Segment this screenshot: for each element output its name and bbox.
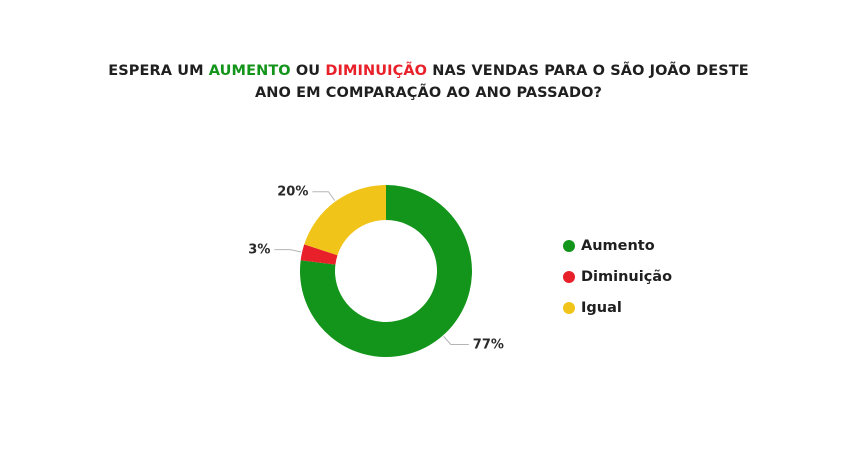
legend-marker-igual (563, 301, 575, 314)
title-part-1: ESPERA UM (108, 63, 209, 79)
donut-slice-aumento (300, 185, 472, 357)
donut-slices (300, 185, 472, 357)
donut-slice-igual (304, 185, 386, 256)
legend-label-aumento: Aumento (581, 237, 655, 254)
chart-title-line-2: ANO EM COMPARAÇÃO AO ANO PASSADO? (254, 85, 603, 101)
leader-line-igual (312, 191, 336, 201)
legend-item-igual: Igual (563, 292, 672, 323)
slice-labels: 77% 3% 20% (248, 185, 504, 353)
chart-title: ESPERA UM AUMENTO OU DIMINUIÇÃO NAS VEND… (0, 60, 857, 104)
legend-item-aumento: Aumento (563, 230, 672, 261)
slice-label-aumento: 77% (473, 338, 504, 353)
leader-line-diminuicao (274, 249, 302, 253)
legend-marker-diminuicao (563, 270, 575, 283)
label-leader-lines (274, 191, 469, 346)
legend-item-diminuicao: Diminuição (563, 261, 672, 292)
slice-label-diminuicao: 3% (248, 243, 270, 258)
slice-label-igual: 20% (277, 185, 308, 200)
title-part-3: NAS VENDAS PARA O SÃO JOÃO DESTE (427, 63, 749, 79)
legend-marker-aumento (563, 239, 575, 252)
donut-slice-diminuicao (300, 244, 338, 265)
legend-label-igual: Igual (581, 299, 622, 316)
title-part-2: OU (290, 63, 326, 79)
legend-label-diminuicao: Diminuição (581, 268, 673, 285)
title-highlight-decrease: DIMINUIÇÃO (325, 63, 428, 79)
leader-line-aumento (443, 335, 469, 346)
title-highlight-increase: AUMENTO (208, 63, 291, 79)
legend: Aumento Diminuição Igual (563, 230, 672, 323)
chart-title-line-1: ESPERA UM AUMENTO OU DIMINUIÇÃO NAS VEND… (0, 60, 857, 82)
